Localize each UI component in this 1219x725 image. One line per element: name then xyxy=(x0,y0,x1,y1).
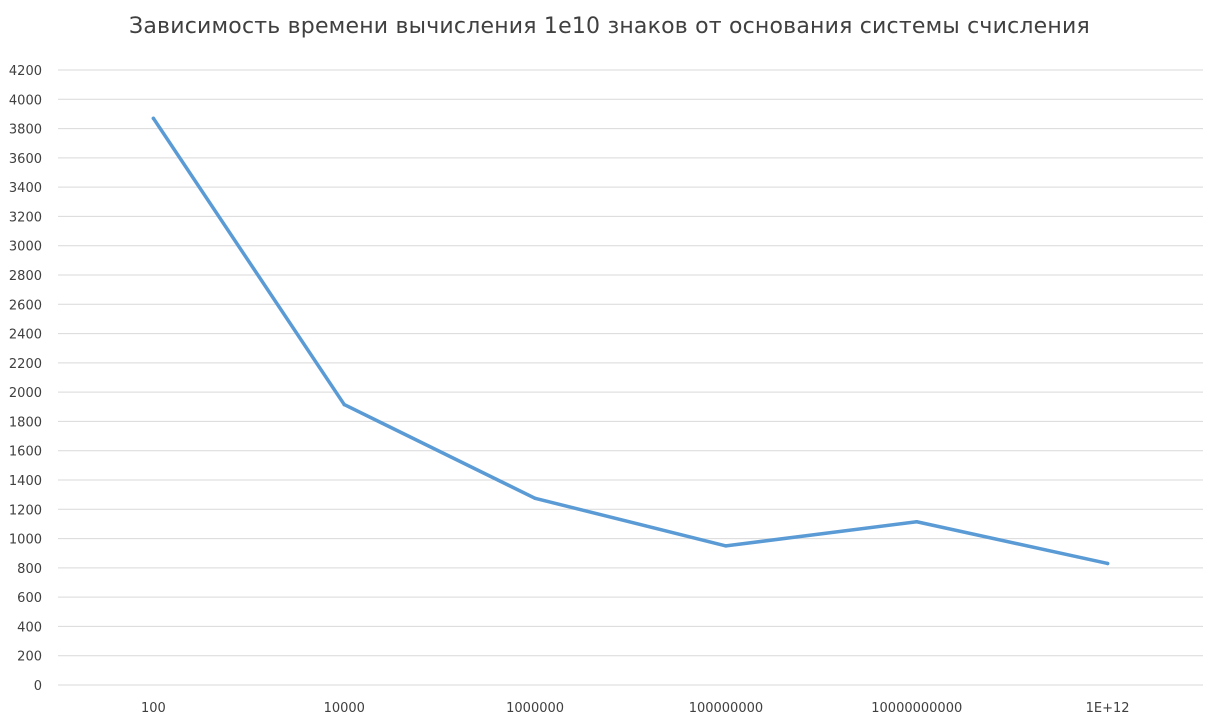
y-tick-label: 0 xyxy=(34,679,42,694)
x-axis-ticks: 100 10000 1000000 100000000 10000000000 1E+12 xyxy=(141,701,1130,716)
data-point xyxy=(1105,561,1110,566)
x-tick-label: 10000000000 xyxy=(871,701,962,716)
y-tick-label: 2600 xyxy=(9,298,42,313)
data-point xyxy=(915,519,919,524)
x-tick-label: 100000000 xyxy=(689,701,763,716)
y-tick-label: 3000 xyxy=(9,240,42,255)
series-line xyxy=(151,116,1110,566)
data-point xyxy=(724,544,728,548)
y-tick-label: 2400 xyxy=(9,328,42,343)
y-tick-label: 3200 xyxy=(9,210,42,225)
chart-title: Зависимость времени вычисления 1e10 знак… xyxy=(129,14,1090,39)
x-tick-label: 1000000 xyxy=(506,701,564,716)
gridlines xyxy=(58,69,1203,686)
y-tick-label: 2200 xyxy=(9,357,42,372)
y-tick-label: 4000 xyxy=(9,93,42,108)
series-layer xyxy=(151,116,1110,566)
y-tick-label: 3800 xyxy=(9,123,42,138)
data-point xyxy=(533,496,537,501)
y-tick-label: 2000 xyxy=(9,386,42,401)
x-tick-label: 1E+12 xyxy=(1086,701,1130,716)
y-tick-label: 1800 xyxy=(9,415,42,430)
y-tick-label: 1200 xyxy=(9,503,42,518)
y-axis-ticks: 0 200 400 600 800 1000 1200 1400 1600 1800 2000 220… xyxy=(9,64,42,694)
y-tick-label: 400 xyxy=(17,620,42,635)
y-tick-label: 3600 xyxy=(9,152,42,167)
y-tick-label: 1600 xyxy=(9,445,42,460)
y-tick-label: 3400 xyxy=(9,181,42,196)
y-tick-label: 1400 xyxy=(9,474,42,489)
y-tick-label: 4200 xyxy=(9,64,42,79)
data-point xyxy=(342,402,346,407)
data-point xyxy=(151,116,156,121)
y-tick-label: 600 xyxy=(17,591,42,606)
x-tick-label: 10000 xyxy=(324,701,365,716)
x-tick-label: 100 xyxy=(141,701,166,716)
y-tick-label: 200 xyxy=(17,650,42,665)
y-tick-label: 2800 xyxy=(9,269,42,284)
y-tick-label: 1000 xyxy=(9,533,42,548)
y-tick-label: 800 xyxy=(17,562,42,577)
